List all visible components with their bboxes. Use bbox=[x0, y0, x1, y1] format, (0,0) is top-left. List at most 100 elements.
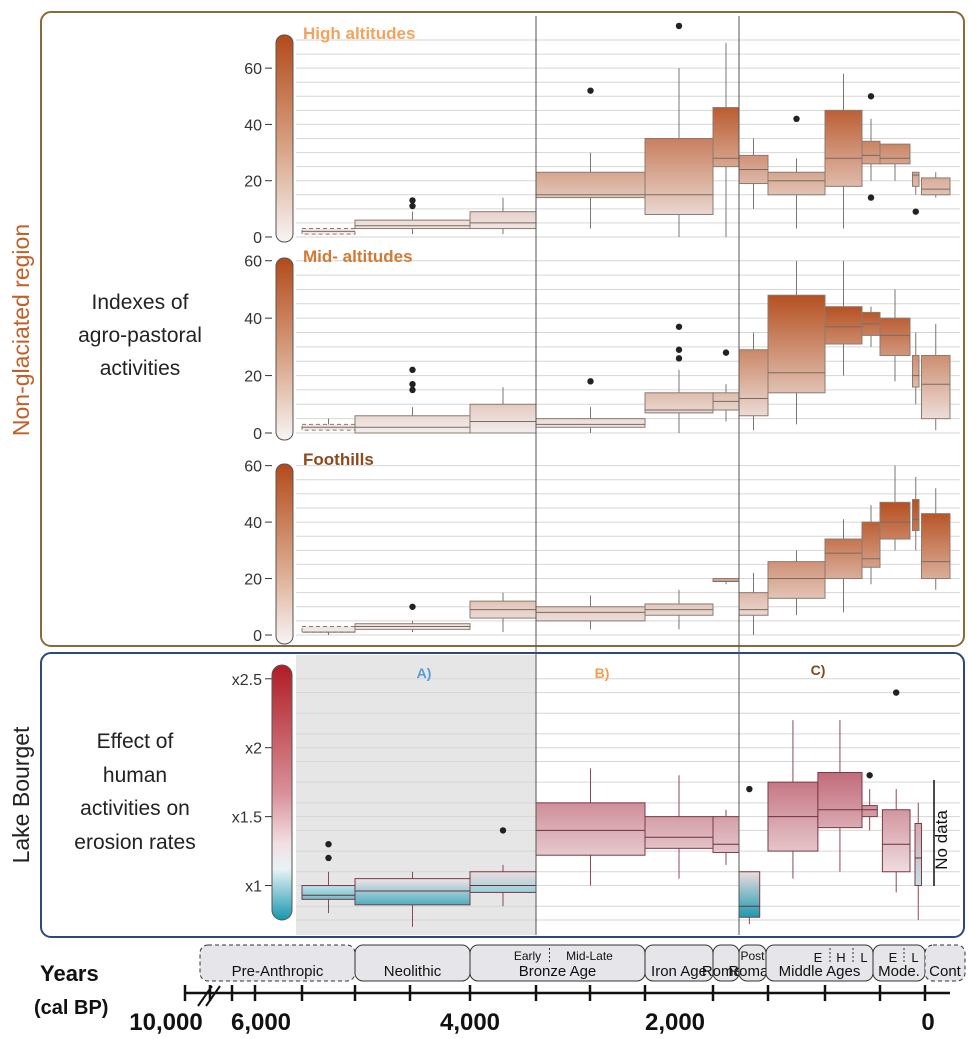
y-tick-label: 0 bbox=[253, 426, 262, 443]
y-tick-label: 20 bbox=[244, 572, 262, 589]
effect-line-2: human bbox=[103, 764, 167, 787]
outlier-point bbox=[746, 785, 753, 793]
box bbox=[879, 317, 911, 356]
period-sublabel: L bbox=[860, 950, 867, 965]
box bbox=[354, 415, 471, 434]
x-tick-label: 2,000 bbox=[645, 1009, 705, 1036]
box bbox=[861, 140, 881, 165]
box bbox=[912, 171, 920, 187]
outlier-point bbox=[867, 194, 875, 201]
outlier-point bbox=[722, 349, 730, 356]
colorbar-foot bbox=[275, 463, 294, 645]
title-foot: Foothills bbox=[303, 450, 374, 469]
box bbox=[738, 349, 769, 417]
outlier-point bbox=[675, 22, 683, 30]
box bbox=[824, 306, 863, 345]
box bbox=[535, 802, 646, 856]
outlier-point bbox=[409, 386, 416, 394]
outlier-point bbox=[409, 366, 416, 374]
outlier-point bbox=[675, 323, 683, 330]
outlier-point bbox=[912, 208, 919, 215]
box bbox=[824, 109, 863, 187]
effect-text: Effect of human activities on erosion ra… bbox=[74, 730, 195, 854]
title-high: High altitudes bbox=[303, 24, 415, 43]
period-label-c: C) bbox=[811, 662, 826, 678]
region-nonglaciated-label: Non-glaciated region bbox=[8, 224, 34, 436]
box bbox=[861, 521, 881, 568]
box bbox=[712, 107, 740, 168]
outlier-point bbox=[587, 87, 594, 94]
period-label: Mode. bbox=[878, 963, 920, 980]
outlier-point bbox=[325, 854, 332, 862]
box bbox=[469, 211, 537, 230]
y-tick-label: 0 bbox=[253, 628, 262, 645]
box bbox=[712, 816, 740, 853]
box bbox=[921, 354, 951, 420]
box bbox=[921, 177, 951, 196]
outlier-point bbox=[893, 689, 900, 696]
period-sublabel: Post bbox=[740, 949, 765, 963]
outlier-point bbox=[675, 355, 683, 362]
x-tick-label: 4,000 bbox=[440, 1009, 500, 1036]
colorbar-high bbox=[275, 34, 294, 243]
box bbox=[879, 143, 911, 165]
x-tick-label: 10,000 bbox=[129, 1009, 202, 1036]
region-bourget-label: Lake Bourget bbox=[8, 726, 34, 863]
period-label-b: B) bbox=[595, 665, 610, 681]
colorbar-mid bbox=[275, 257, 294, 441]
period-sublabel: E bbox=[889, 950, 898, 965]
y-tick-label: 60 bbox=[244, 254, 262, 271]
y-tick-label: 60 bbox=[244, 61, 262, 78]
x-tick-label: 0 bbox=[921, 1009, 934, 1036]
box bbox=[738, 592, 769, 616]
period-label: Cont bbox=[929, 963, 962, 980]
box bbox=[535, 171, 646, 199]
box bbox=[644, 138, 714, 215]
box bbox=[879, 501, 911, 540]
box bbox=[354, 219, 471, 230]
y-tick-label: 40 bbox=[244, 311, 262, 328]
y-tick-label: x1.5 bbox=[232, 810, 262, 827]
y-tick-label: 40 bbox=[244, 117, 262, 134]
y-tick-label: x1 bbox=[245, 879, 262, 896]
outlier-point bbox=[409, 197, 416, 204]
outlier-point bbox=[867, 93, 875, 100]
outlier-point bbox=[793, 115, 800, 123]
period-sublabel: H bbox=[836, 950, 845, 965]
x-tick-label: 6,000 bbox=[231, 1009, 291, 1036]
no-data-label: No data bbox=[932, 810, 951, 870]
box bbox=[914, 823, 922, 887]
indexes-line-2: agro-pastoral bbox=[78, 324, 202, 347]
period-sublabel: L bbox=[911, 950, 918, 965]
box bbox=[824, 538, 863, 580]
box bbox=[912, 499, 920, 532]
bourget-frame bbox=[40, 652, 965, 938]
period-label: Bronze Age bbox=[519, 963, 597, 980]
box bbox=[881, 809, 911, 873]
y-tick-label: x2.5 bbox=[232, 672, 262, 689]
outlier-point bbox=[499, 827, 507, 834]
box bbox=[912, 354, 920, 388]
years-title: Years bbox=[40, 961, 99, 986]
outlier-point bbox=[866, 772, 873, 779]
period-label: Neolithic bbox=[384, 963, 442, 980]
indexes-line-3: activities bbox=[100, 357, 181, 380]
box bbox=[738, 871, 761, 918]
box bbox=[921, 513, 951, 580]
box bbox=[535, 418, 646, 428]
box bbox=[644, 816, 714, 849]
period-box bbox=[924, 944, 966, 982]
outlier-point bbox=[325, 840, 332, 848]
period-label: Roman bbox=[728, 963, 776, 980]
y-tick-label: x2 bbox=[245, 741, 262, 758]
period-label: Middle Ages bbox=[779, 963, 861, 980]
effect-line-3: activities on bbox=[80, 797, 190, 820]
box bbox=[817, 772, 863, 829]
y-tick-label: 20 bbox=[244, 369, 262, 386]
y-tick-label: 60 bbox=[244, 459, 262, 476]
box bbox=[767, 294, 826, 394]
period-sublabel: E bbox=[814, 950, 823, 965]
box bbox=[469, 403, 537, 434]
outlier-point bbox=[675, 346, 683, 353]
